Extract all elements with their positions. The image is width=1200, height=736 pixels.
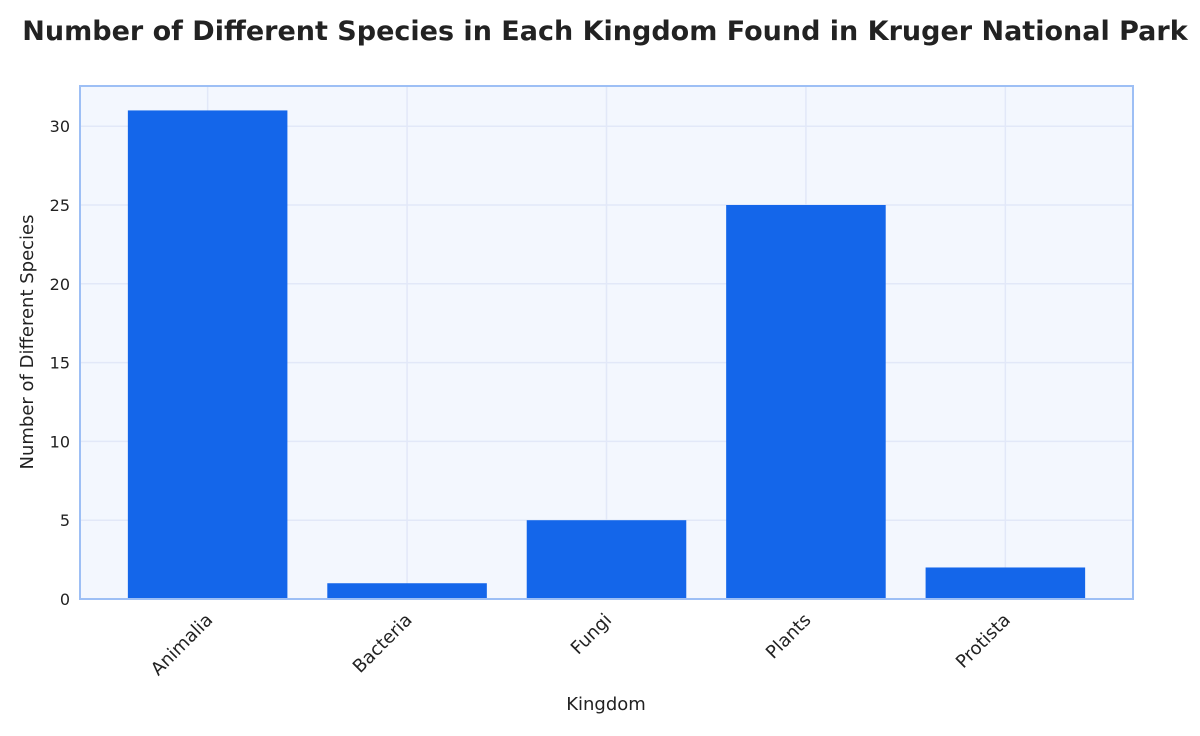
y-tick-label: 20 bbox=[50, 275, 70, 294]
y-tick-label: 15 bbox=[50, 354, 70, 373]
x-tick-labels: Animalia Bacteria Fungi Plants Protista bbox=[147, 610, 1015, 680]
bars bbox=[127, 110, 1086, 599]
y-axis-label: Number of Different Species bbox=[17, 215, 38, 470]
x-tick-label: Fungi bbox=[567, 610, 616, 659]
y-tick-label: 25 bbox=[50, 196, 70, 215]
y-tick-labels: 0 5 10 15 20 25 30 bbox=[50, 117, 70, 609]
x-tick-label: Animalia bbox=[147, 610, 217, 680]
x-axis-label: Kingdom bbox=[566, 694, 646, 715]
x-tick-label: Bacteria bbox=[349, 610, 417, 678]
bar-protista bbox=[925, 567, 1086, 599]
bar-plants bbox=[726, 204, 886, 599]
y-tick-label: 30 bbox=[50, 117, 70, 136]
y-tick-label: 0 bbox=[60, 590, 70, 609]
x-tick-label: Protista bbox=[952, 610, 1015, 673]
bar-bacteria bbox=[327, 583, 487, 599]
y-tick-label: 5 bbox=[60, 511, 70, 530]
plot-frame bbox=[79, 85, 1134, 600]
bar-fungi bbox=[526, 520, 687, 599]
y-tick-label: 10 bbox=[50, 432, 70, 451]
chart-title: Number of Different Species in Each King… bbox=[22, 16, 1188, 47]
bar-animalia bbox=[127, 110, 288, 599]
x-tick-label: Plants bbox=[762, 610, 816, 664]
